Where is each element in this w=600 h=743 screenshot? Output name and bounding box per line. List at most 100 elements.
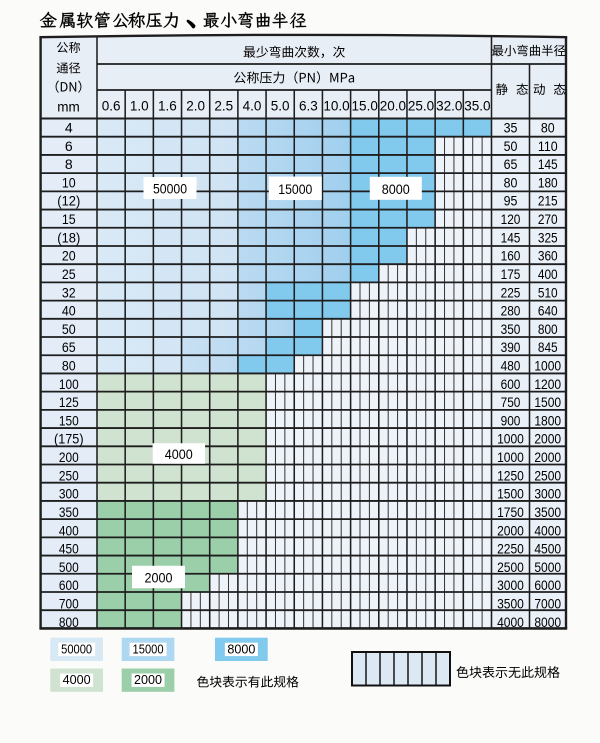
svg-text:2.5: 2.5: [214, 98, 233, 113]
svg-text:3000: 3000: [534, 486, 561, 502]
svg-text:750: 750: [501, 394, 521, 410]
svg-text:145: 145: [501, 229, 521, 245]
svg-text:7000: 7000: [534, 595, 561, 611]
svg-text:4000: 4000: [497, 614, 524, 630]
svg-text:2000: 2000: [497, 522, 524, 538]
svg-text:65: 65: [62, 339, 76, 355]
svg-text:270: 270: [538, 211, 558, 227]
svg-text:2500: 2500: [534, 467, 561, 483]
svg-text:6000: 6000: [534, 577, 561, 593]
svg-text:2.0: 2.0: [186, 98, 205, 113]
svg-text:700: 700: [59, 595, 79, 611]
svg-text:2250: 2250: [497, 541, 524, 557]
svg-text:1500: 1500: [534, 394, 561, 410]
svg-text:120: 120: [501, 211, 521, 227]
svg-text:640: 640: [538, 303, 558, 319]
svg-text:1500: 1500: [497, 486, 524, 502]
svg-text:325: 325: [538, 229, 558, 245]
svg-text:20: 20: [62, 248, 76, 264]
svg-text:4.0: 4.0: [243, 98, 262, 113]
svg-text:15000: 15000: [278, 182, 312, 197]
svg-text:500: 500: [59, 559, 79, 575]
svg-text:510: 510: [538, 284, 558, 300]
svg-text:4000: 4000: [165, 447, 193, 462]
svg-text:5000: 5000: [534, 559, 561, 575]
svg-text:900: 900: [501, 412, 521, 428]
svg-text:100: 100: [59, 376, 79, 392]
svg-text:80: 80: [541, 120, 555, 136]
svg-text:1000: 1000: [497, 449, 524, 465]
svg-text:160: 160: [501, 248, 521, 264]
svg-text:4000: 4000: [534, 522, 561, 538]
svg-text:mm: mm: [57, 100, 80, 115]
svg-text:3000: 3000: [497, 577, 524, 593]
svg-text:32.0: 32.0: [436, 98, 462, 113]
svg-text:50000: 50000: [153, 182, 187, 197]
svg-text:6: 6: [65, 138, 73, 154]
svg-text:480: 480: [501, 358, 521, 374]
svg-text:1000: 1000: [534, 358, 561, 374]
svg-text:125: 125: [59, 394, 79, 410]
svg-text:2000: 2000: [145, 571, 173, 586]
svg-text:175: 175: [501, 266, 521, 282]
svg-text:8000: 8000: [382, 182, 410, 197]
svg-text:1750: 1750: [497, 504, 524, 520]
svg-text:215: 215: [538, 193, 558, 209]
svg-text:6.3: 6.3: [299, 98, 318, 113]
svg-text:145: 145: [538, 156, 558, 172]
svg-text:15.0: 15.0: [352, 98, 378, 113]
svg-text:25: 25: [62, 266, 76, 282]
svg-text:8000: 8000: [227, 642, 255, 656]
svg-text:800: 800: [59, 614, 79, 630]
svg-text:350: 350: [501, 321, 521, 337]
svg-text:40: 40: [62, 303, 76, 319]
svg-text:2000: 2000: [534, 449, 561, 465]
svg-text:15000: 15000: [133, 642, 164, 656]
svg-text:95: 95: [504, 193, 518, 209]
svg-text:400: 400: [538, 266, 558, 282]
svg-text:(175): (175): [54, 431, 84, 447]
svg-text:225: 225: [501, 284, 521, 300]
svg-text:2000: 2000: [134, 673, 162, 687]
svg-text:50: 50: [62, 321, 76, 337]
svg-text:35.0: 35.0: [464, 98, 490, 113]
svg-text:180: 180: [538, 174, 558, 190]
svg-text:3500: 3500: [497, 595, 524, 611]
svg-text:1200: 1200: [534, 376, 561, 392]
svg-text:10: 10: [62, 174, 76, 190]
svg-text:32: 32: [62, 284, 76, 300]
svg-text:4500: 4500: [534, 541, 561, 557]
svg-text:15: 15: [62, 211, 76, 227]
svg-text:1000: 1000: [497, 431, 524, 447]
svg-text:800: 800: [538, 321, 558, 337]
svg-text:350: 350: [59, 504, 79, 520]
svg-text:845: 845: [538, 339, 558, 355]
svg-text:(18): (18): [57, 229, 80, 245]
svg-text:50: 50: [504, 138, 518, 154]
svg-text:1800: 1800: [534, 412, 561, 428]
svg-text:200: 200: [59, 449, 79, 465]
svg-text:25.0: 25.0: [408, 98, 434, 113]
svg-text:8: 8: [65, 156, 73, 172]
svg-text:600: 600: [59, 577, 79, 593]
svg-text:280: 280: [501, 303, 521, 319]
svg-text:5.0: 5.0: [271, 98, 290, 113]
svg-text:(12): (12): [57, 193, 80, 209]
svg-text:250: 250: [59, 467, 79, 483]
svg-text:450: 450: [59, 541, 79, 557]
svg-text:35: 35: [504, 120, 518, 136]
svg-text:2500: 2500: [497, 559, 524, 575]
svg-text:400: 400: [59, 522, 79, 538]
svg-text:1.0: 1.0: [130, 98, 149, 113]
svg-text:50000: 50000: [61, 642, 92, 656]
svg-text:8000: 8000: [534, 614, 561, 630]
svg-text:0.6: 0.6: [102, 98, 121, 113]
svg-text:20.0: 20.0: [380, 98, 406, 113]
svg-text:2000: 2000: [534, 431, 561, 447]
svg-text:360: 360: [538, 248, 558, 264]
svg-text:10.0: 10.0: [323, 98, 349, 113]
svg-text:390: 390: [501, 339, 521, 355]
svg-text:1250: 1250: [497, 467, 524, 483]
svg-text:4: 4: [65, 120, 73, 136]
svg-text:600: 600: [501, 376, 521, 392]
